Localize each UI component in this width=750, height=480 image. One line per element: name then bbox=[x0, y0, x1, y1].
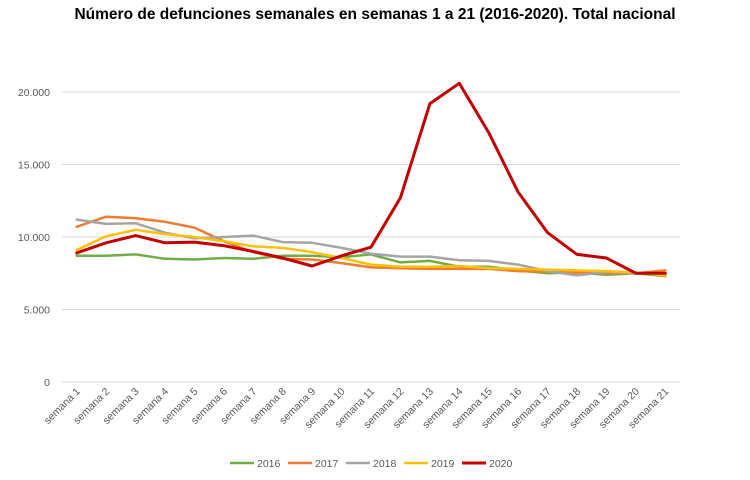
chart-title: Número de defunciones semanales en seman… bbox=[74, 6, 676, 23]
y-tick-label: 15.000 bbox=[18, 160, 50, 172]
legend-item-2019: 2019 bbox=[404, 458, 455, 470]
y-axis-ticks: 0 5.000 10.000 15.000 20.000 bbox=[18, 87, 50, 389]
legend-label: 2019 bbox=[431, 458, 455, 470]
legend: 2016 2017 2018 2019 2020 bbox=[230, 458, 513, 470]
legend-label: 2016 bbox=[257, 458, 281, 470]
series-lines bbox=[75, 81, 667, 278]
y-tick-label: 10.000 bbox=[18, 232, 50, 244]
legend-item-2018: 2018 bbox=[346, 458, 397, 470]
series-line-2019 bbox=[75, 228, 667, 277]
legend-label: 2018 bbox=[373, 458, 397, 470]
legend-item-2017: 2017 bbox=[288, 458, 339, 470]
gridlines bbox=[62, 91, 680, 310]
series-line-2017 bbox=[75, 215, 667, 275]
y-tick-label: 0 bbox=[44, 377, 50, 389]
legend-label: 2017 bbox=[315, 458, 339, 470]
series-line-2020 bbox=[75, 81, 667, 275]
legend-item-2016: 2016 bbox=[230, 458, 281, 470]
legend-label: 2020 bbox=[489, 458, 513, 470]
legend-item-2020: 2020 bbox=[462, 458, 513, 470]
y-tick-label: 5.000 bbox=[24, 305, 50, 317]
y-tick-label: 20.000 bbox=[18, 87, 50, 99]
